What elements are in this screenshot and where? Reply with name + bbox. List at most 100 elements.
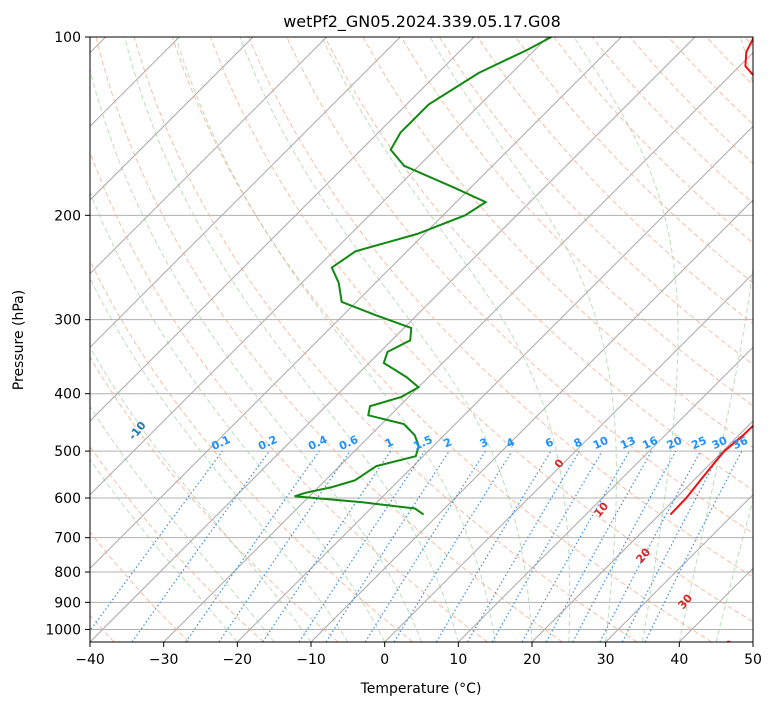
mixing-ratio-line (131, 450, 270, 642)
mixing-ratio-line (185, 450, 320, 642)
y-tick-label: 1000 (45, 622, 81, 638)
temperature-profile-line (669, 37, 753, 516)
plot-area: 0.10.20.40.611.52346810131620253036-100-… (89, 36, 754, 643)
x-tick-label: 50 (744, 652, 762, 668)
dry-adiabat-line (553, 37, 753, 244)
isotherm-line (384, 272, 753, 642)
dry-adiabat-line (591, 37, 753, 204)
dry-adiabat-line (90, 531, 190, 642)
dry-adiabat-line (286, 37, 753, 534)
mixing-ratio-label: 10 (591, 434, 611, 452)
mixing-ratio-line (545, 450, 653, 642)
background-lines (90, 37, 753, 642)
mixing-ratio-line (393, 450, 513, 642)
y-tick-label: 700 (54, 531, 81, 547)
mixing-ratio-label: 20 (665, 434, 685, 452)
y-tick-label: 900 (54, 595, 81, 611)
x-tick-label: 30 (597, 652, 615, 668)
mixing-ratio-line (521, 450, 631, 642)
isotherm-line (90, 37, 401, 349)
y-axis: 100 200 300 400 500 600 700 800 900 1000 (45, 30, 90, 638)
isotherm-line (90, 37, 549, 496)
mixing-ratio-label: 0.2 (256, 433, 279, 453)
moist-adiabat-line (573, 37, 679, 642)
x-axis-label: Temperature (°C) (360, 681, 482, 697)
dry-adiabat-line (668, 37, 753, 125)
moist-adiabat-label: 20 (633, 545, 653, 565)
moist-adiabat-line (175, 37, 496, 642)
mixing-ratio-line (435, 450, 552, 642)
moist-adiabat-label: 0 (552, 456, 567, 470)
x-tick-label: −30 (149, 652, 179, 668)
moist-adiabat-line (715, 498, 753, 642)
dry-adiabat-line (171, 37, 712, 642)
moist-adiabat-line (429, 37, 617, 642)
moist-adiabat-line (90, 67, 422, 642)
dry-adiabat-line (324, 37, 753, 491)
x-tick-label: −40 (75, 652, 105, 668)
plot-frame (89, 36, 754, 643)
isotherm-line (310, 199, 753, 642)
mixing-ratio-line (644, 450, 743, 642)
x-tick-label: 40 (670, 652, 688, 668)
dry-adiabat-line (90, 259, 414, 642)
moist-adiabat-label: 30 (675, 591, 695, 611)
mixing-ratio-label: 25 (689, 434, 708, 452)
mixing-ratio-line (90, 450, 223, 632)
moist-adiabat-line (678, 37, 753, 642)
isotherm-line (457, 346, 753, 642)
moist-adiabat-line (321, 37, 571, 642)
y-tick-label: 800 (54, 565, 81, 581)
dewpoint-profile-line (294, 37, 552, 516)
moist-adiabat-line (239, 37, 533, 642)
mixing-ratio-label: 1 (383, 435, 395, 450)
mixing-ratio-label: 36 (731, 434, 751, 452)
dry-adiabat-line (438, 37, 753, 366)
moist-adiabat-line (90, 346, 312, 642)
y-tick-label: 200 (54, 208, 81, 224)
dry-adiabat-line (90, 445, 264, 642)
mixing-ratio-line (298, 450, 425, 642)
mixing-ratio-label: 3 (478, 435, 490, 450)
mixing-ratio-line (466, 450, 580, 642)
profile-lines (294, 37, 753, 516)
mixing-ratio-label: 0.1 (209, 433, 232, 453)
isotherm-line (531, 420, 753, 642)
y-tick-label: 300 (54, 313, 81, 329)
mixing-ratio-label: 30 (710, 434, 730, 452)
mixing-ratio-line (262, 450, 392, 642)
mixing-ratio-line (325, 450, 450, 642)
x-tick-label: 10 (449, 652, 467, 668)
moist-adiabat-line (90, 190, 386, 642)
dry-adiabat-line (706, 37, 753, 86)
isotherm-line (605, 493, 753, 642)
mixing-ratio-line (599, 450, 702, 642)
dry-adiabat-line (362, 37, 753, 449)
isotherm-line (752, 641, 753, 642)
dry-adiabat-line (477, 37, 753, 325)
moist-adiabat-line (124, 37, 459, 642)
mixing-ratio-line (218, 450, 351, 642)
mixing-ratio-line (621, 450, 722, 642)
dry-adiabat-line (400, 37, 753, 407)
y-tick-label: 400 (54, 387, 81, 403)
mixing-ratio-label: 0.6 (337, 433, 360, 453)
line-labels: 0.10.20.40.611.52346810131620253036-100-… (126, 419, 751, 642)
y-tick-label: 100 (54, 30, 81, 46)
dry-adiabat-line (210, 37, 753, 623)
mixing-ratio-label: 0.4 (306, 433, 329, 453)
isotherm-line (90, 37, 328, 275)
x-tick-label: 0 (380, 652, 389, 668)
chart-title: wetPf2_GN05.2024.339.05.17.G08 (283, 12, 561, 32)
isotherm-line (678, 567, 753, 642)
isotherm-line (90, 37, 254, 201)
y-tick-label: 600 (54, 491, 81, 507)
isotherm-line (90, 37, 696, 642)
dry-adiabat-line (90, 150, 488, 642)
dry-adiabat-line (248, 37, 753, 578)
isotherm-line (236, 125, 753, 642)
x-tick-label: −10 (296, 652, 326, 668)
mixing-ratio-line (572, 450, 677, 642)
x-axis: −40 −30 −20 −10 0 10 20 30 40 50 (75, 642, 762, 668)
